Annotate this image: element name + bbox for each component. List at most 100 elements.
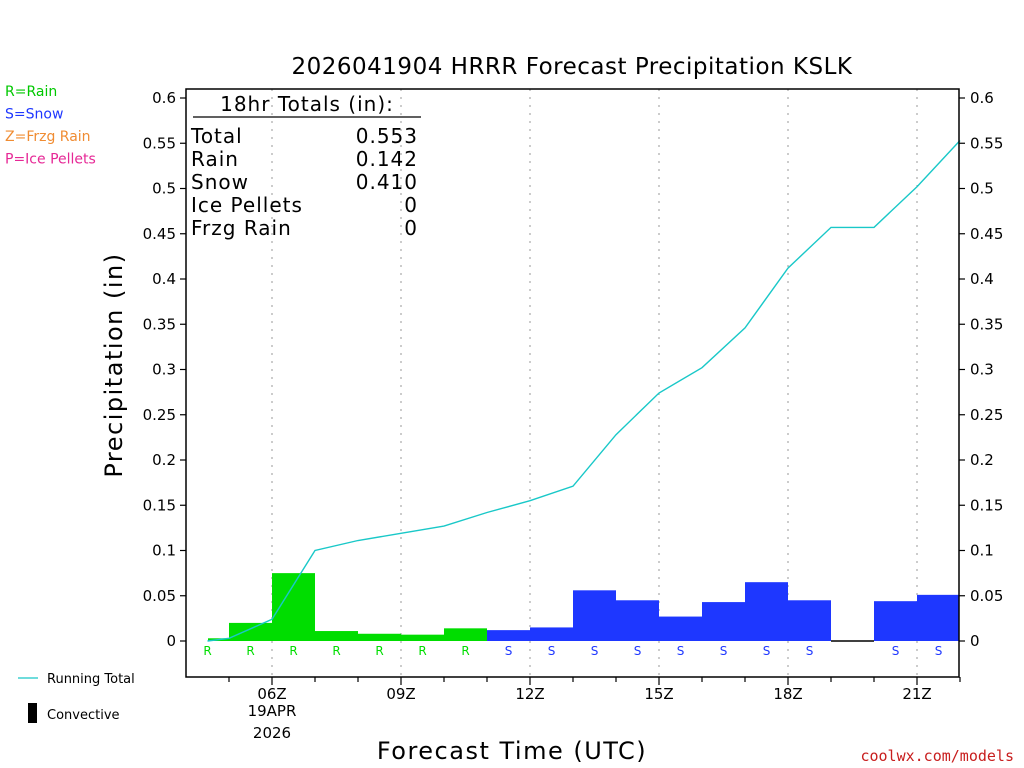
totals-row-label: Rain [191,147,239,171]
precip-type-marker: R [461,644,469,658]
precip-bar [229,622,272,641]
running-total-line [207,140,961,642]
date-label-day: 19APR [248,702,297,720]
precip-type-marker: S [548,644,556,658]
totals-row-label: Ice Pellets [191,193,303,217]
precip-type-marker: R [203,644,211,658]
right-y-axis: 0 0.05 0.1 0.15 0.2 0.25 0.3 0.35 0.4 0.45 0.5 0.55… [959,89,1003,650]
y-tick-label-left: 0.1 [152,542,176,560]
x-tick-label: 12Z [515,685,544,703]
left-y-axis: 0 0.05 0.1 0.15 0.2 0.25 0.3 0.35 0.4 0.45 0.5 0.55… [143,89,186,650]
y-tick-label-right: 0.05 [970,587,1003,605]
y-tick-label-left: 0.45 [143,225,176,243]
totals-header: 18hr Totals (in): [220,92,394,116]
precip-bar [874,601,917,641]
y-tick-label-left: 0.2 [152,451,176,469]
precip-bar [487,630,530,641]
x-tick-label: 18Z [773,685,802,703]
precip-type-legend-item: R=Rain [5,84,57,100]
totals-box: 18hr Totals (in): Total 0.553 Rain 0.142 Sno… [190,92,421,240]
y-tick-label-right: 0.2 [970,451,994,469]
totals-row-value: 0.553 [356,124,418,148]
precip-type-marker: S [806,644,814,658]
y-tick-label-right: 0 [970,632,980,650]
precip-type-marker: R [375,644,383,658]
y-tick-label-left: 0.25 [143,406,176,424]
precip-type-marker: S [763,644,771,658]
y-tick-label-left: 0.4 [152,270,176,288]
x-tick-label: 21Z [902,685,931,703]
precip-type-legend-item: P=Ice Pellets [5,152,96,168]
precip-bar [616,600,659,641]
convective-legend-label: Convective [47,708,120,723]
totals-row-label: Total [190,124,243,148]
y-tick-label-right: 0.55 [970,134,1003,152]
precip-bar [358,633,401,641]
precip-bar [917,594,959,641]
y-tick-label-left: 0.05 [143,587,176,605]
credit-text: coolwx.com/models [860,747,1014,765]
hourly-bars [208,573,959,642]
precip-type-marker: R [332,644,340,658]
x-tick-label: 09Z [386,685,415,703]
x-axis-label: Forecast Time (UTC) [377,737,647,765]
precip-type-legend-item: Z=Frzg Rain [5,129,91,145]
date-label-year: 2026 [253,724,291,742]
running-total-legend-label: Running Total [47,672,135,687]
precip-type-marker: S [634,644,642,658]
y-tick-label-right: 0.5 [970,180,994,198]
y-tick-label-right: 0.45 [970,225,1003,243]
x-tick-label: 15Z [644,685,673,703]
y-tick-label-left: 0.55 [143,134,176,152]
x-axis: 06Z 09Z 12Z 15Z 18Z 21Z [228,677,961,703]
precip-bar [444,628,487,641]
precip-type-marker: R [289,644,297,658]
precip-bar [315,631,358,641]
totals-row-label: Snow [191,170,249,194]
precip-bar [745,582,788,641]
totals-row-value: 0 [404,193,418,217]
y-tick-label-left: 0 [166,632,176,650]
chart-title: 2026041904 HRRR Forecast Precipitation K… [292,54,853,80]
totals-row-value: 0 [404,216,418,240]
precip-type-marker: S [720,644,728,658]
y-tick-label-left: 0.15 [143,496,176,514]
precip-type-marker: S [892,644,900,658]
y-tick-label-right: 0.3 [970,361,994,379]
convective-legend-swatch [28,703,37,723]
precip-type-legend: R=Rain S=Snow Z=Frzg Rain P=Ice Pellets [5,84,96,168]
precip-type-marker: S [935,644,943,658]
precip-type-marker: S [591,644,599,658]
x-tick-label: 06Z [257,685,286,703]
y-tick-label-right: 0.1 [970,542,994,560]
totals-rows: Total 0.553 Rain 0.142 Snow 0.410 Ice Pellets 0… [190,124,418,240]
precip-bar [702,602,745,641]
y-tick-label-right: 0.4 [970,270,994,288]
y-axis-label: Precipitation (in) [100,252,128,477]
y-tick-label-left: 0.6 [152,89,176,107]
precip-bar [530,627,573,641]
precip-type-marker: S [505,644,513,658]
precip-bar [788,600,831,641]
y-tick-label-right: 0.25 [970,406,1003,424]
precip-bar [401,634,444,641]
totals-row-value: 0.410 [356,170,418,194]
precip-type-legend-item: S=Snow [5,107,63,123]
y-tick-label-left: 0.3 [152,361,176,379]
precip-type-marker: R [418,644,426,658]
precip-bar [659,616,702,641]
y-tick-label-right: 0.6 [970,89,994,107]
precip-bar [573,590,616,641]
bottom-legend: Running Total Convective [18,672,135,723]
y-tick-label-left: 0.5 [152,180,176,198]
totals-row-value: 0.142 [356,147,418,171]
precip-bar [272,573,315,641]
running-total-series [207,140,961,642]
totals-row-label: Frzg Rain [191,216,292,240]
y-tick-label-right: 0.15 [970,496,1003,514]
y-tick-label-right: 0.35 [970,315,1003,333]
precip-type-marker: S [677,644,685,658]
y-tick-label-left: 0.35 [143,315,176,333]
